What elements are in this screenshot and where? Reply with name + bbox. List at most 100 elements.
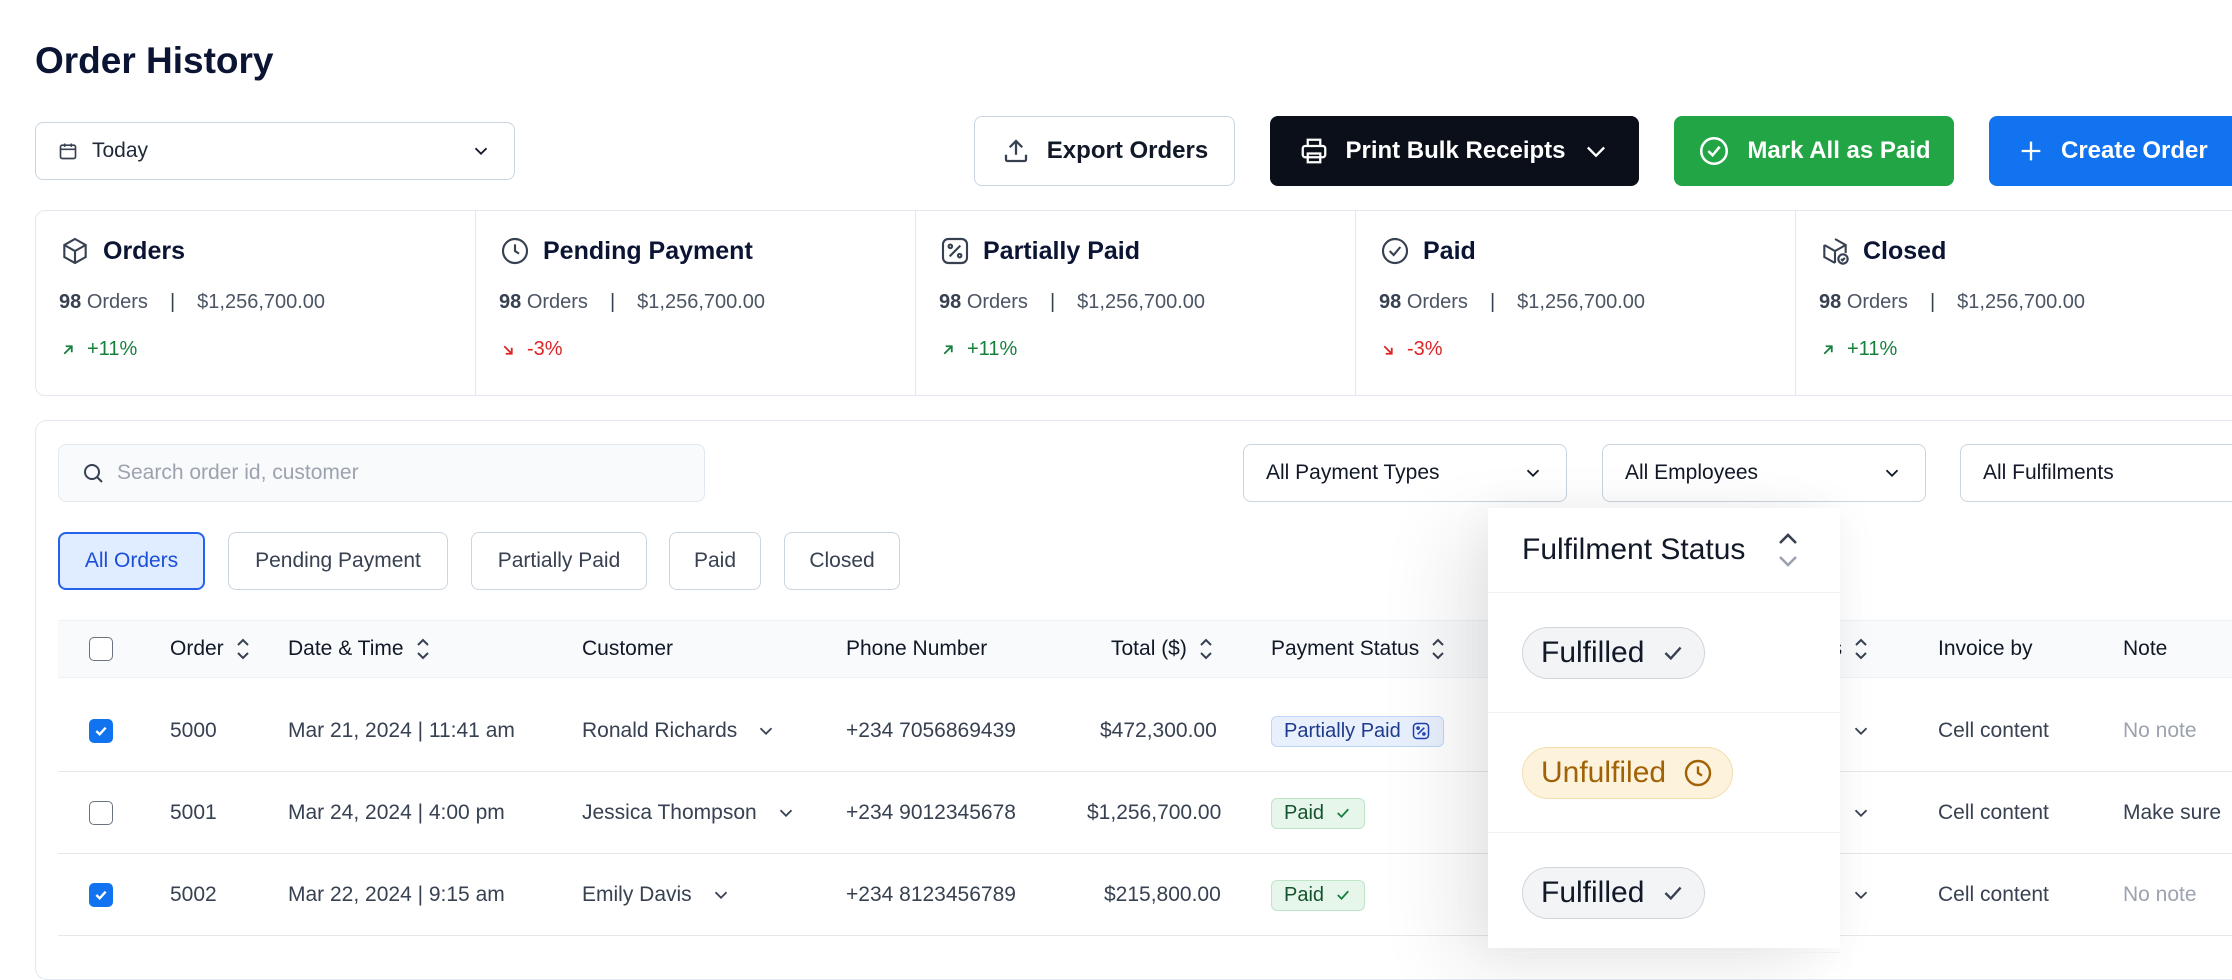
chevron-down-icon xyxy=(1522,462,1544,484)
sort-icon[interactable] xyxy=(1775,528,1801,572)
order-id[interactable]: 5001 xyxy=(170,801,217,824)
stat-card-closed[interactable]: Closed 98 Orders | $1,256,700.00 +11% xyxy=(1796,211,2232,395)
column-note: Note xyxy=(2123,620,2167,678)
fulfilment-option[interactable]: Fulfilled xyxy=(1488,593,1840,713)
stat-trend: +11% xyxy=(1847,338,1898,360)
payment-type-filter[interactable]: All Payment Types xyxy=(1243,444,1567,502)
column-phone-label: Phone Number xyxy=(846,637,988,660)
column-payment-status[interactable]: Payment Status xyxy=(1271,620,1447,678)
stat-amount: $1,256,700.00 xyxy=(1957,291,2086,313)
row-checkbox[interactable] xyxy=(89,690,113,772)
fulfilment-filter[interactable]: All Fulfilments xyxy=(1960,444,2232,502)
stat-title: Paid xyxy=(1423,236,1476,265)
select-all-checkbox[interactable] xyxy=(89,620,113,678)
order-id[interactable]: 5002 xyxy=(170,883,217,906)
stat-trend: -3% xyxy=(527,338,563,360)
fulfilled-label: Fulfilled xyxy=(1541,875,1645,909)
column-invoice-by-label: Invoice by xyxy=(1938,637,2033,660)
chevron-down-icon xyxy=(470,140,492,162)
stat-amount: $1,256,700.00 xyxy=(1517,291,1646,313)
percent-icon xyxy=(1411,721,1431,741)
column-datetime[interactable]: Date & Time xyxy=(288,620,432,678)
tab-all-orders[interactable]: All Orders xyxy=(58,532,205,590)
calendar-icon xyxy=(58,141,78,161)
export-orders-label: Export Orders xyxy=(1046,137,1209,164)
percent-icon xyxy=(939,235,971,267)
chevron-down-icon xyxy=(1850,720,1872,742)
sort-icon[interactable] xyxy=(1429,634,1447,664)
customer-select[interactable]: Ronald Richards xyxy=(582,690,777,772)
tab-closed[interactable]: Closed xyxy=(784,532,900,590)
stat-title: Pending Payment xyxy=(543,236,753,265)
column-payment-status-label: Payment Status xyxy=(1271,637,1420,660)
chevron-down-icon xyxy=(1881,462,1903,484)
order-id[interactable]: 5000 xyxy=(170,719,217,742)
stat-trend: +11% xyxy=(87,338,138,360)
payment-status-cell: Paid xyxy=(1271,772,1366,854)
stat-title: Orders xyxy=(103,236,185,265)
tab-pending-payment[interactable]: Pending Payment xyxy=(228,532,448,590)
date-filter-select[interactable]: Today xyxy=(35,122,515,180)
column-customer-label: Customer xyxy=(582,637,674,660)
customer-select[interactable]: Jessica Thompson xyxy=(582,772,797,854)
sort-icon[interactable] xyxy=(1197,634,1215,664)
column-customer: Customer xyxy=(582,620,673,678)
chevron-down-icon[interactable] xyxy=(1582,137,1610,165)
unfulfilled-label: Unfulfiled xyxy=(1541,755,1667,789)
stat-count-label: Orders xyxy=(1846,291,1908,313)
stat-amount: $1,256,700.00 xyxy=(197,291,326,313)
arrow-up-right-icon xyxy=(939,341,957,359)
customer-name: Emily Davis xyxy=(582,883,692,906)
stat-card-partially-paid[interactable]: Partially Paid 98 Orders | $1,256,700.00 +… xyxy=(916,211,1356,395)
invoice-by: Cell content xyxy=(1938,801,2049,824)
column-order[interactable]: Order xyxy=(170,620,252,678)
stat-title: Partially Paid xyxy=(983,236,1141,265)
check-circle-icon xyxy=(1697,134,1731,168)
stat-card-pending-payment[interactable]: Pending Payment 98 Orders | $1,256,700.00 … xyxy=(476,211,916,395)
column-total[interactable]: Total ($) xyxy=(1111,620,1215,678)
status-badge: Partially Paid xyxy=(1271,715,1444,747)
fulfilment-option[interactable]: Unfulfiled xyxy=(1488,713,1840,833)
check-circle-icon xyxy=(1379,235,1411,267)
status-badge-label: Partially Paid xyxy=(1284,719,1401,742)
stat-card-orders[interactable]: Orders 98 Orders | $1,256,700.00 +11% xyxy=(36,211,476,395)
fulfilment-filter-value: All Fulfilments xyxy=(1983,461,2114,484)
table-row[interactable] xyxy=(58,690,2232,772)
table-row[interactable] xyxy=(58,772,2232,854)
export-orders-button[interactable]: Export Orders xyxy=(974,116,1235,186)
print-bulk-receipts-label: Print Bulk Receipts xyxy=(1345,137,1566,164)
search-icon xyxy=(81,461,105,485)
create-order-button[interactable]: Create Order xyxy=(1989,116,2232,186)
customer-select[interactable]: Emily Davis xyxy=(582,854,732,936)
invoice-by: Cell content xyxy=(1938,719,2049,742)
fulfilment-status-dropdown[interactable]: Fulfilment Status Fulfilled Unfulfiled F… xyxy=(1488,508,1840,953)
stat-amount: $1,256,700.00 xyxy=(1077,291,1206,313)
arrow-up-right-icon xyxy=(59,341,77,359)
fulfilment-option[interactable]: Fulfilled xyxy=(1488,833,1840,953)
sort-icon[interactable] xyxy=(234,634,252,664)
stat-card-paid[interactable]: Paid 98 Orders | $1,256,700.00 -3% xyxy=(1356,211,1796,395)
row-checkbox[interactable] xyxy=(89,854,113,936)
unfulfilled-badge: Unfulfiled xyxy=(1522,746,1734,799)
check-icon xyxy=(1334,804,1352,822)
invoice-by: Cell content xyxy=(1938,883,2049,906)
tab-paid[interactable]: Paid xyxy=(669,532,761,590)
table-row[interactable] xyxy=(58,854,2232,936)
status-badge-label: Paid xyxy=(1284,883,1325,906)
fulfilment-status-header[interactable]: Fulfilment Status xyxy=(1488,508,1840,593)
column-note-label: Note xyxy=(2123,637,2168,660)
search-input[interactable]: Search order id, customer xyxy=(58,444,705,502)
printer-icon xyxy=(1299,136,1329,166)
tab-partially-paid[interactable]: Partially Paid xyxy=(471,532,647,590)
column-datetime-label: Date & Time xyxy=(288,637,404,660)
sort-icon[interactable] xyxy=(1852,634,1870,664)
phone-number: +234 7056869439 xyxy=(846,719,1016,742)
payment-type-filter-value: All Payment Types xyxy=(1266,461,1440,484)
mark-all-paid-button[interactable]: Mark All as Paid xyxy=(1674,116,1954,186)
employee-filter[interactable]: All Employees xyxy=(1602,444,1926,502)
sort-icon[interactable] xyxy=(414,634,432,664)
customer-name: Ronald Richards xyxy=(582,719,738,742)
print-bulk-receipts-button[interactable]: Print Bulk Receipts xyxy=(1270,116,1639,186)
row-checkbox[interactable] xyxy=(89,772,113,854)
plus-icon xyxy=(2017,137,2045,165)
